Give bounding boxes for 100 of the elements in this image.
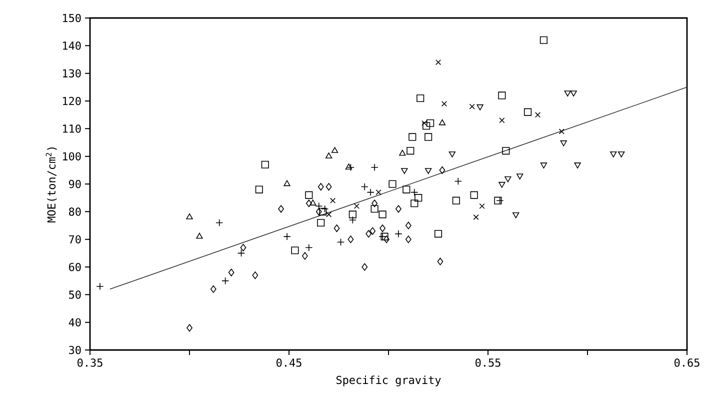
- x-tick-label: 0.55: [476, 358, 500, 367]
- y-tick-label: 70: [69, 235, 81, 244]
- point: [402, 186, 410, 194]
- point: [284, 180, 290, 186]
- point: [255, 186, 263, 194]
- point: [422, 122, 430, 130]
- point: [302, 252, 308, 260]
- point: [516, 174, 524, 180]
- point: [479, 203, 485, 209]
- point: [416, 94, 424, 102]
- point: [405, 236, 412, 244]
- point: [574, 162, 581, 168]
- point: [278, 205, 284, 213]
- point: [524, 108, 532, 116]
- point: [540, 162, 548, 168]
- y-tick-label: 120: [63, 96, 81, 106]
- point: [540, 36, 548, 44]
- point: [512, 212, 520, 218]
- point: [405, 222, 412, 230]
- point: [370, 205, 378, 213]
- point: [499, 118, 505, 124]
- y-tick-label: 140: [63, 42, 81, 50]
- point: [372, 200, 378, 208]
- x-tick-label: 0.35: [78, 358, 102, 367]
- point: [406, 147, 414, 155]
- point: [570, 90, 577, 96]
- point: [558, 128, 564, 134]
- point: [186, 213, 193, 220]
- point: [534, 112, 541, 118]
- point: [424, 168, 432, 174]
- point: [410, 200, 418, 208]
- y-tick-label: 30: [69, 346, 81, 354]
- point: [610, 151, 617, 158]
- point: [326, 182, 332, 191]
- point: [318, 182, 324, 191]
- point: [437, 258, 444, 266]
- point: [502, 147, 510, 155]
- point: [473, 214, 479, 220]
- point: [504, 176, 512, 182]
- point: [325, 152, 332, 158]
- point: [452, 196, 460, 204]
- y-tick-label: 130: [63, 69, 81, 78]
- point: [469, 104, 475, 110]
- point: [439, 166, 446, 174]
- x-tick-label: 0.65: [674, 358, 700, 367]
- point: [435, 59, 442, 66]
- point: [401, 168, 408, 174]
- point: [396, 205, 402, 213]
- point: [370, 227, 376, 235]
- point: [424, 133, 432, 141]
- y-tick-label: 80: [69, 208, 81, 216]
- point: [494, 196, 502, 204]
- point: [564, 90, 571, 96]
- point: [408, 133, 416, 141]
- point: [196, 232, 203, 239]
- point: [618, 151, 625, 158]
- point: [378, 210, 386, 218]
- point: [305, 191, 313, 199]
- point: [438, 119, 446, 126]
- point: [498, 182, 506, 188]
- point: [362, 263, 368, 271]
- point: [186, 324, 192, 332]
- y-tick-label: 60: [69, 262, 81, 272]
- point: [498, 92, 506, 100]
- point: [261, 160, 269, 168]
- point: [319, 208, 327, 216]
- point: [317, 218, 325, 227]
- point: [380, 232, 388, 240]
- point: [470, 191, 478, 199]
- y-tick-label: 50: [69, 290, 81, 299]
- point: [376, 190, 382, 196]
- point: [252, 272, 258, 280]
- y-tick-label: 90: [68, 180, 81, 188]
- point: [345, 164, 352, 170]
- point: [384, 236, 390, 244]
- point: [448, 151, 456, 158]
- point: [334, 224, 340, 232]
- y-tick-label: 100: [63, 152, 81, 160]
- point: [399, 150, 406, 156]
- point: [441, 100, 448, 107]
- point: [388, 180, 396, 188]
- point: [366, 230, 372, 238]
- point: [380, 224, 386, 232]
- y-tick-label: 110: [63, 124, 81, 133]
- point: [354, 203, 360, 209]
- point: [348, 236, 354, 244]
- point: [331, 147, 338, 153]
- point: [291, 246, 299, 254]
- y-axis-title: MOE(ton/cm$^{2}$): [46, 147, 57, 222]
- point: [434, 230, 442, 238]
- point: [330, 198, 336, 204]
- y-tick-label: 150: [63, 14, 81, 22]
- point: [476, 104, 484, 110]
- point: [306, 200, 312, 208]
- x-tick-label: 0.45: [276, 358, 302, 367]
- point: [414, 194, 422, 202]
- y-tick-label: 40: [68, 318, 81, 326]
- point: [310, 200, 316, 206]
- point: [228, 268, 234, 276]
- point: [210, 285, 216, 293]
